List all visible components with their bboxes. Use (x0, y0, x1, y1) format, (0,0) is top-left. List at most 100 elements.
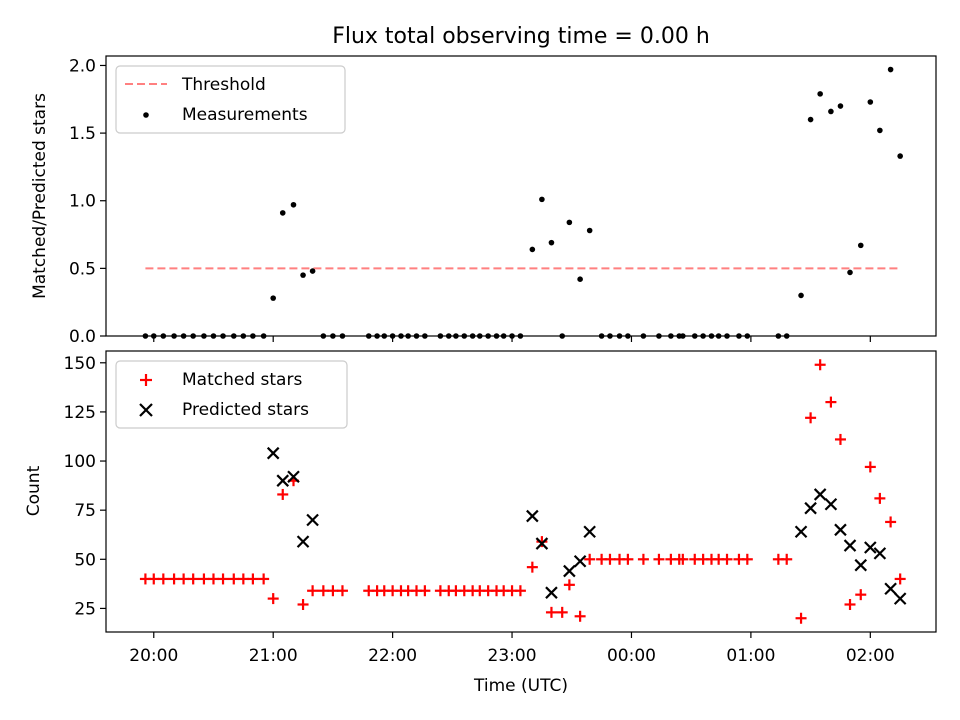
x-tick-label: 21:00 (249, 646, 298, 666)
top-legend: Threshold Measurements (115, 65, 346, 134)
matched-star-point (721, 553, 733, 565)
measurement-point (529, 246, 536, 253)
matched-star-point (198, 573, 210, 585)
bottom-legend-box (115, 360, 348, 429)
predicted-star-point (843, 539, 857, 552)
predicted-star-point (884, 582, 897, 596)
bottom-legend: Matched stars Predicted stars (115, 360, 348, 429)
matched-star-point (604, 553, 616, 565)
x-tick-label: 00:00 (607, 646, 656, 666)
matched-star-point (247, 573, 259, 585)
measurement-point (290, 201, 297, 208)
legend-predicted-x-icon (139, 403, 153, 417)
predicted-star-point (813, 488, 827, 501)
matched-star-point (419, 585, 431, 597)
predicted-star-point (864, 541, 877, 554)
measurement-point (577, 276, 583, 282)
matched-star-point (805, 412, 817, 424)
predicted-star-point (804, 501, 817, 515)
predicted-star-point (563, 564, 576, 578)
matched-star-point (637, 553, 649, 565)
matched-star-point (814, 359, 826, 371)
matched-star-point (825, 396, 837, 408)
measurement-point (539, 196, 545, 203)
legend-measurements-label: Measurements (182, 105, 308, 125)
measurement-point (309, 268, 316, 274)
matched-star-point (217, 573, 229, 585)
measurement-point (877, 127, 883, 134)
matched-star-point (148, 573, 160, 585)
matched-star-point (885, 516, 897, 528)
measurement-point (807, 116, 814, 123)
top-legend-box (115, 65, 346, 134)
predicted-star-point (893, 592, 907, 605)
bottom-plot-area (139, 359, 907, 624)
predicted-star-point (306, 513, 319, 527)
legend-predicted-label: Predicted stars (182, 400, 309, 420)
matched-star-point (157, 573, 169, 585)
top-axes-frame (105, 55, 937, 337)
matched-star-point (267, 593, 279, 605)
x-tick-label: 02:00 (846, 646, 895, 666)
matched-star-point (168, 573, 180, 585)
x-tick-label: 22:00 (368, 646, 417, 666)
measurement-point (828, 108, 834, 115)
measurement-point (817, 91, 823, 97)
legend-matched-plus-icon (140, 374, 152, 386)
matched-star-point (178, 573, 190, 585)
top-y-axis: 0.0 0.5 1.0 1.5 2.0 (69, 56, 106, 347)
matched-star-point (514, 585, 526, 597)
predicted-star-point (834, 523, 847, 537)
predicted-star-point (573, 554, 587, 568)
matched-star-point (741, 553, 753, 565)
matched-star-point (653, 553, 665, 565)
legend-threshold-label: Threshold (181, 75, 266, 95)
measurement-point (548, 239, 555, 246)
legend-measurements-dot-icon (143, 112, 149, 118)
top-x-axis (153, 336, 871, 342)
matched-star-point (574, 610, 586, 622)
matched-star-point (297, 598, 309, 610)
x-tick-label: 20:00 (129, 646, 178, 666)
measurement-point (847, 269, 853, 276)
predicted-star-point (854, 558, 868, 572)
matched-star-point (556, 606, 568, 618)
measurement-point (270, 295, 276, 301)
matched-star-point (894, 573, 906, 585)
measurement-point (867, 99, 874, 105)
x-tick-label: 23:00 (488, 646, 537, 666)
matched-star-point (855, 589, 867, 601)
matched-star-point (207, 573, 219, 585)
measurement-point (798, 292, 804, 299)
matched-star-point (277, 488, 289, 500)
predicted-star-point (545, 586, 558, 599)
bottom-y-tick-label: 50 (74, 550, 96, 570)
matched-star-point (834, 433, 846, 445)
top-y-tick-label: 0.0 (69, 327, 96, 347)
predicted-star-point (583, 525, 596, 539)
x-tick-label: 01:00 (726, 646, 775, 666)
matched-star-point (327, 585, 339, 597)
measurement-point (586, 227, 593, 234)
predicted-star-point (873, 547, 887, 560)
x-axis-label: Time (UTC) (473, 676, 568, 696)
predicted-star-point (296, 535, 310, 548)
matched-star-point (317, 585, 329, 597)
measurement-point (887, 66, 894, 73)
matched-star-point (187, 573, 199, 585)
legend-matched-label: Matched stars (182, 370, 302, 390)
matched-star-point (545, 606, 557, 618)
bottom-y-tick-label: 150 (64, 354, 96, 374)
measurement-point (300, 272, 306, 278)
top-y-tick-label: 1.5 (69, 124, 96, 144)
bottom-y-tick-label: 100 (64, 452, 96, 472)
matched-star-point (526, 561, 538, 573)
matched-star-point (864, 461, 876, 473)
matched-star-point (781, 553, 793, 565)
matched-star-point (874, 492, 886, 504)
bottom-y-tick-label: 75 (74, 501, 96, 521)
bottom-y-axis-label: Count (24, 465, 44, 516)
top-y-tick-label: 0.5 (69, 259, 96, 279)
measurement-point (566, 219, 573, 226)
matched-star-point (307, 585, 319, 597)
